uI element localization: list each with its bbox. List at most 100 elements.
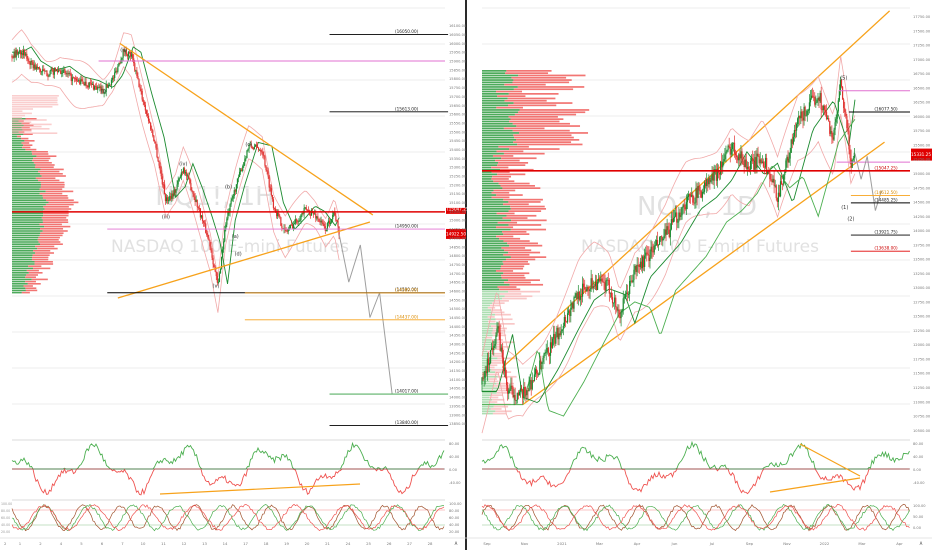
right-candle-body: [786, 156, 788, 161]
left-price-tick: 14650.00: [449, 281, 467, 285]
left-candle-body: [164, 194, 167, 202]
left-candle-body: [313, 212, 315, 215]
right-candle-body: [674, 216, 676, 218]
right-current-price-tag[interactable]: [911, 148, 932, 161]
right-candle-body: [679, 212, 681, 217]
left-candle-body: [217, 282, 219, 283]
left-time-tick: 11: [161, 541, 166, 546]
right-osc-trendline-lower[interactable]: [769, 477, 861, 493]
right-candle-body: [815, 102, 817, 105]
left-volume-profile-bar-green: [12, 291, 22, 294]
right-candle-body: [774, 185, 776, 187]
right-candle-body: [762, 161, 765, 167]
right-candle-body: [850, 158, 852, 168]
left-candle-body: [80, 79, 82, 84]
left-current-price-tag[interactable]: [446, 228, 466, 239]
left-volume-profile-bar-green: [12, 267, 34, 270]
right-volume-profile-bar-green: [482, 339, 492, 341]
right-candle-body: [649, 257, 651, 262]
right-volume-profile-bar-red: [503, 203, 529, 206]
right-channel-lower[interactable]: [522, 141, 885, 406]
left-candle-body: [220, 257, 223, 269]
left-price-tick: 15900.00: [449, 60, 467, 64]
left-uptrend-line[interactable]: [117, 221, 371, 299]
right-volume-profile-bar-red: [492, 155, 514, 157]
right-price-tick: 15750.00: [913, 129, 931, 133]
right-volume-profile-bar-green: [482, 164, 498, 166]
left-chart-panel[interactable]: (16050.00) (15613.00) (15047.25) (14950.00)…: [11, 7, 471, 426]
left-candle-body: [71, 77, 73, 82]
right-chart-panel[interactable]: (16077.50) (15047.25) (14612.50) (14485.25)…: [481, 7, 932, 434]
right-volume-profile-bar-green: [482, 104, 508, 107]
left-candle-body: [33, 64, 35, 69]
left-candle-body: [170, 196, 172, 199]
left-volume-profile-bar-green: [12, 230, 43, 232]
left-candle-body: [297, 221, 299, 223]
right-candle-body: [591, 278, 593, 289]
right-volume-profile-bar-green: [482, 380, 490, 383]
left-projected-path[interactable]: [338, 234, 393, 394]
right-osc-tick: 40.00: [913, 455, 924, 459]
right-volume-profile-bar-green: [482, 178, 492, 180]
left-stochastic-stoch-line: [11, 503, 445, 532]
right-volume-profile-bar-green: [482, 355, 492, 357]
left-candle-body: [100, 86, 102, 91]
right-candle-body: [740, 151, 742, 159]
right-candle-body: [571, 303, 573, 308]
left-volume-profile-bar-green: [12, 245, 36, 248]
right-stochastic-stoch-line: [481, 503, 910, 531]
left-price-tick: 15750.00: [449, 86, 467, 90]
right-candle-body: [676, 212, 678, 223]
left-candle-body: [210, 246, 212, 251]
right-volume-profile-bar-green: [482, 366, 488, 369]
right-moving-average-slow: [482, 119, 856, 417]
left-volume-profile-bar-red: [37, 247, 58, 250]
right-candle-body: [837, 100, 839, 112]
left-volume-profile-bar-green: [12, 236, 39, 239]
left-price-tick: 14150.00: [449, 369, 467, 373]
left-volume-profile-bar-green: [12, 203, 46, 206]
right-volume-profile-bar-green: [482, 408, 491, 410]
right-time-tick: Sep: [746, 541, 754, 546]
right-level-label: (13638.00): [874, 246, 898, 251]
right-volume-profile-bar-green: [482, 93, 509, 95]
right-candle-body: [615, 297, 617, 308]
right-candle-body: [795, 124, 798, 131]
left-osc-tick: 0.00: [449, 468, 458, 472]
right-candle-body: [823, 105, 825, 110]
right-volume-profile-bar-green: [482, 325, 492, 327]
right-volume-profile-bar-red: [491, 355, 504, 357]
left-osc-trendline[interactable]: [159, 483, 361, 495]
left-candle-body: [21, 53, 24, 56]
right-candle-body: [843, 99, 845, 109]
left-candle-body: [258, 147, 260, 151]
right-candle-body: [484, 371, 486, 378]
right-candle-body: [660, 236, 662, 238]
right-wave-label: (1): [841, 205, 848, 211]
left-candle-body: [172, 193, 174, 197]
left-volume-profile-bar-green: [12, 122, 22, 124]
left-wave-label: (iii): [162, 214, 170, 220]
right-osc-trendline-upper[interactable]: [799, 443, 861, 477]
right-candle-body: [707, 179, 709, 185]
left-candle-body: [59, 70, 61, 72]
left-volume-profile-bar-green: [12, 179, 39, 182]
left-volume-profile-bar-red: [48, 201, 79, 204]
right-candle-body: [687, 194, 690, 197]
left-candle-body: [174, 189, 176, 193]
right-time-tick: 2021: [557, 541, 567, 546]
left-candle-body: [194, 196, 196, 202]
left-downtrend-line[interactable]: [119, 42, 374, 216]
right-volume-profile-bar-red: [497, 164, 526, 166]
left-volume-profile-bar-green: [12, 120, 19, 122]
left-volume-profile-bar-red: [18, 120, 24, 122]
right-candle-body: [696, 187, 698, 198]
right-volume-profile-bar-red: [496, 392, 515, 394]
oscillator-panels[interactable]: [11, 439, 910, 532]
right-volume-profile-bar-green: [482, 306, 488, 309]
right-candle-body: [652, 251, 654, 253]
left-wave-label: (b): [225, 184, 232, 190]
left-candle-body: [223, 241, 225, 250]
right-candle-body: [759, 159, 761, 164]
